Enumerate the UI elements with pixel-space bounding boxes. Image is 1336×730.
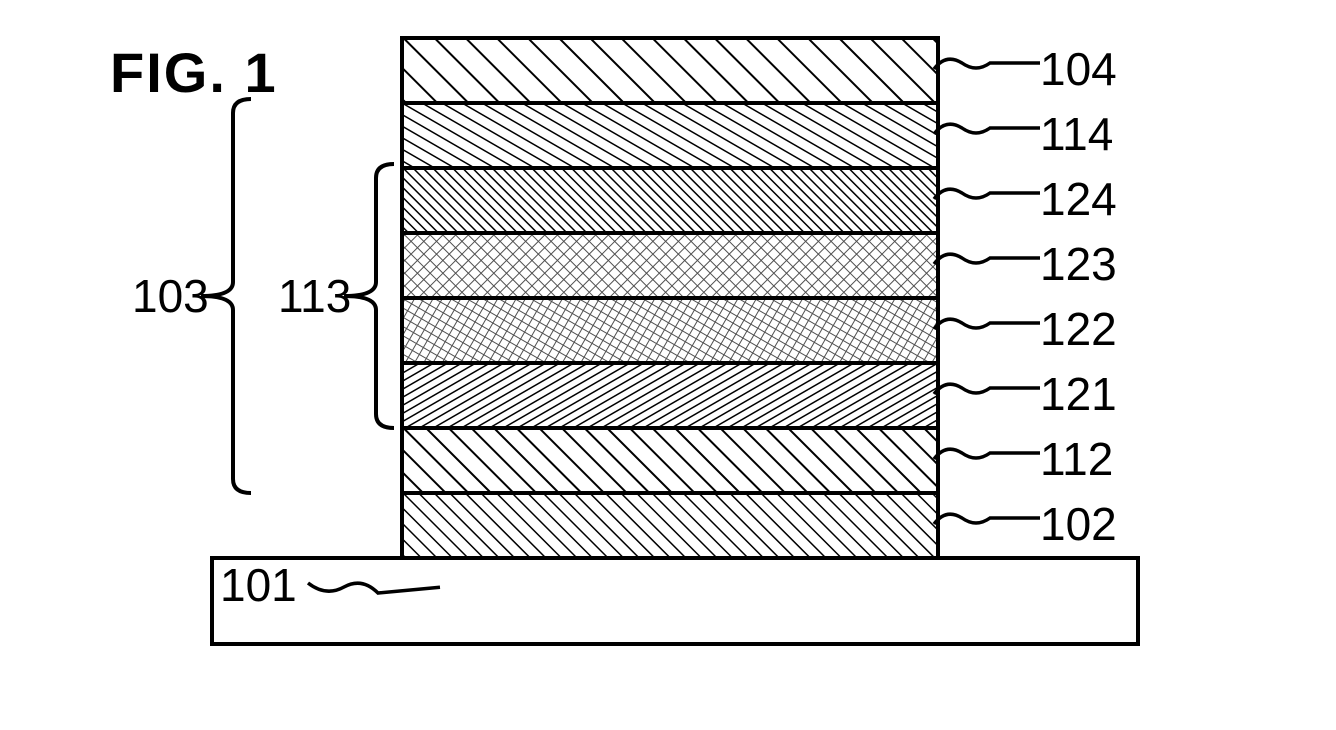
label-102: 102: [1040, 497, 1117, 551]
leader-104: [934, 49, 1044, 89]
figure-stage: FIG. 1 104114124123122121112102101113103: [0, 0, 1336, 730]
leader-101: [308, 563, 460, 607]
label-124: 124: [1040, 172, 1117, 226]
leader-123: [934, 244, 1044, 284]
leader-112: [934, 439, 1044, 479]
leader-124: [934, 179, 1044, 219]
layer-104: [400, 36, 940, 105]
label-101: 101: [220, 558, 297, 612]
label-122: 122: [1040, 302, 1117, 356]
label-104: 104: [1040, 42, 1117, 96]
layer-114: [400, 101, 940, 170]
layer-112: [400, 426, 940, 495]
label-121: 121: [1040, 367, 1117, 421]
layer-124: [400, 166, 940, 235]
label-112: 112: [1040, 432, 1113, 486]
label-114: 114: [1040, 107, 1113, 161]
layer-122: [400, 296, 940, 365]
leader-122: [934, 309, 1044, 349]
leader-121: [934, 374, 1044, 414]
layer-102: [400, 491, 940, 560]
layer-123: [400, 231, 940, 300]
label-123: 123: [1040, 237, 1117, 291]
layer-121: [400, 361, 940, 430]
leader-114: [934, 114, 1044, 154]
label-103: 103: [132, 269, 209, 323]
label-113: 113: [278, 269, 351, 323]
leader-102: [934, 504, 1044, 544]
